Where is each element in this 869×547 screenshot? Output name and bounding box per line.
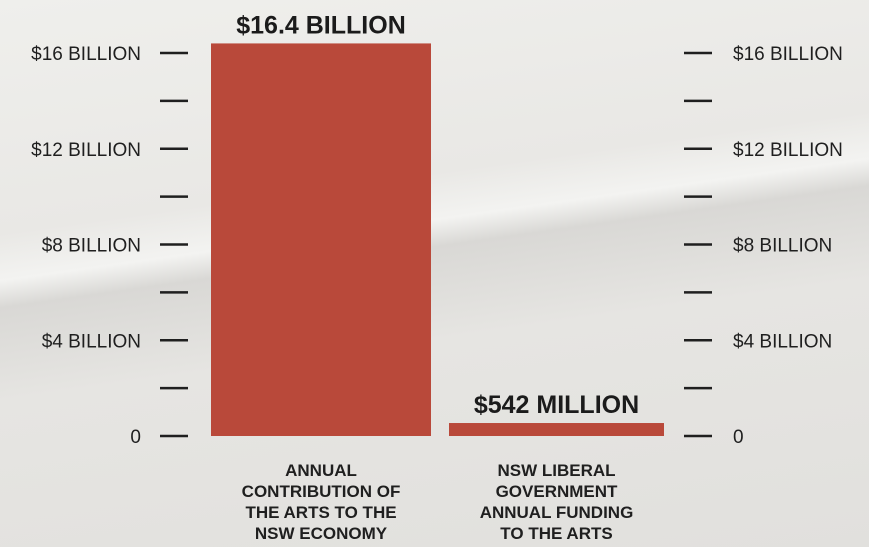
right-tick-label: 0 bbox=[733, 427, 744, 448]
bar-1 bbox=[211, 43, 431, 437]
left-tick-label: $8 BILLION bbox=[42, 236, 141, 257]
right-tick-label: $4 BILLION bbox=[733, 331, 832, 352]
category-label-2-line-2: GOVERNMENT bbox=[496, 482, 618, 501]
category-label-1-line-2: CONTRIBUTION OF bbox=[242, 482, 401, 501]
category-label-2-line-4: TO THE ARTS bbox=[500, 524, 612, 543]
right-tick-label: $16 BILLION bbox=[733, 44, 843, 65]
left-tick-label: 0 bbox=[130, 427, 141, 448]
category-label-2-line-3: ANNUAL FUNDING bbox=[480, 503, 634, 522]
category-label-1-line-4: NSW ECONOMY bbox=[255, 524, 388, 543]
left-tick-label: $4 BILLION bbox=[42, 331, 141, 352]
bar-2 bbox=[449, 423, 664, 436]
bar-value-label-2: $542 MILLION bbox=[474, 391, 639, 419]
left-tick-label: $12 BILLION bbox=[31, 140, 141, 161]
category-label-2-line-1: NSW LIBERAL bbox=[497, 461, 615, 480]
bar-value-label-1: $16.4 BILLION bbox=[236, 11, 406, 39]
right-tick-label: $12 BILLION bbox=[733, 140, 843, 161]
right-tick-label: $8 BILLION bbox=[733, 236, 832, 257]
category-label-1-line-3: THE ARTS TO THE bbox=[245, 503, 396, 522]
left-tick-label: $16 BILLION bbox=[31, 44, 141, 65]
category-label-1-line-1: ANNUAL bbox=[285, 461, 357, 480]
